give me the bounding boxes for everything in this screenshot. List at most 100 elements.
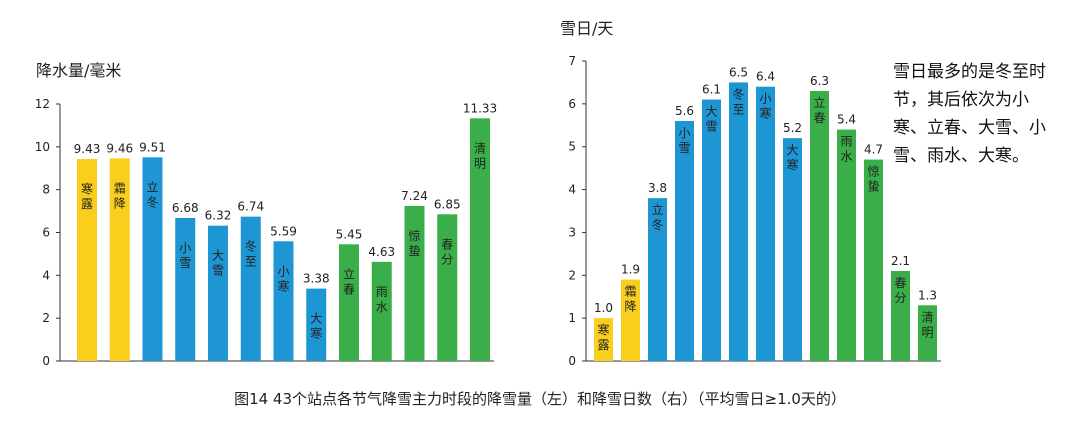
data-label: 7.24 [401, 189, 428, 203]
y-tick-label: 0 [42, 354, 50, 368]
bar [756, 86, 775, 361]
bar [783, 138, 802, 361]
category-label: 水 [840, 150, 852, 164]
category-label: 雪 [212, 264, 224, 278]
bar [437, 214, 458, 361]
category-label: 春 [894, 276, 906, 290]
bar [470, 118, 490, 361]
category-label: 至 [245, 255, 257, 269]
category-label: 雪 [678, 141, 690, 155]
category-label: 蛰 [408, 244, 420, 258]
bar [675, 121, 694, 361]
category-label: 寒 [310, 326, 322, 341]
y-tick-label: 4 [568, 183, 576, 197]
data-label: 3.38 [303, 272, 330, 286]
data-label: 4.63 [368, 245, 395, 259]
category-label: 分 [441, 252, 453, 266]
bar [918, 305, 937, 361]
data-label: 6.3 [810, 74, 829, 88]
data-label: 1.9 [621, 263, 640, 277]
category-label: 小 [179, 241, 191, 255]
category-label: 雨 [376, 285, 388, 299]
bar [240, 216, 261, 361]
data-label: 6.68 [172, 201, 199, 215]
category-label: 露 [597, 338, 609, 352]
y-tick-label: 6 [42, 226, 50, 240]
data-label: 6.1 [702, 83, 721, 97]
y-axis-label: 降水量/毫米 [36, 61, 121, 80]
category-label: 明 [474, 156, 486, 170]
data-label: 3.8 [648, 181, 667, 195]
bar [371, 261, 392, 361]
category-label: 霜 [114, 181, 126, 195]
data-label: 5.4 [837, 113, 856, 127]
bar [142, 157, 163, 361]
y-tick-label: 4 [42, 268, 50, 282]
category-label: 寒 [81, 181, 93, 196]
category-label: 雨 [840, 135, 852, 149]
data-label: 5.45 [336, 227, 363, 241]
category-label: 蛰 [867, 180, 879, 194]
category-label: 小 [759, 92, 771, 106]
y-tick-label: 5 [568, 140, 576, 154]
figure-caption: 图14 43个站点各节气降雪主力时段的降雪量（左）和降雪日数（右）（平均雪日≥1… [234, 390, 846, 408]
data-label: 9.46 [106, 141, 133, 155]
y-tick-label: 0 [568, 354, 576, 368]
bar [208, 225, 228, 361]
category-label: 冬 [651, 217, 663, 232]
category-label: 水 [376, 300, 388, 314]
data-label: 4.7 [864, 143, 883, 157]
category-label: 立 [146, 179, 158, 194]
y-tick-label: 12 [35, 97, 50, 111]
category-label: 大 [212, 249, 224, 263]
category-label: 春 [441, 237, 453, 251]
data-label: 6.32 [205, 209, 232, 223]
bar [837, 129, 856, 361]
category-label: 雪 [705, 120, 717, 134]
bar [594, 318, 613, 361]
data-label: 11.33 [463, 101, 497, 115]
bar [306, 288, 327, 361]
data-label: 5.2 [783, 121, 802, 135]
category-label: 立 [813, 95, 825, 110]
data-label: 1.0 [594, 301, 613, 315]
category-label: 分 [894, 291, 906, 305]
bar [109, 158, 130, 361]
category-label: 大 [310, 312, 322, 326]
data-label: 9.43 [74, 142, 101, 156]
bar [621, 279, 640, 361]
data-label: 6.5 [729, 65, 748, 79]
category-label: 大 [786, 143, 798, 157]
category-label: 寒 [759, 106, 771, 121]
category-label: 霜 [624, 285, 636, 299]
category-label: 雪 [179, 256, 191, 270]
y-tick-label: 8 [42, 183, 50, 197]
category-label: 降 [624, 300, 636, 314]
bar [339, 244, 359, 361]
category-label: 至 [732, 102, 744, 116]
category-label: 立 [651, 202, 663, 217]
category-label: 冬 [732, 86, 744, 101]
category-label: 清 [474, 141, 486, 155]
category-label: 寒 [786, 157, 798, 172]
data-label: 1.3 [918, 288, 937, 302]
data-label: 5.6 [675, 104, 694, 118]
category-label: 立 [343, 266, 355, 281]
bar [810, 91, 829, 361]
bar [864, 159, 883, 361]
category-label: 寒 [597, 322, 609, 337]
data-label: 6.85 [434, 197, 461, 211]
y-tick-label: 7 [568, 54, 576, 68]
category-label: 露 [81, 197, 93, 211]
category-label: 小 [678, 126, 690, 140]
chart-annotation: 雪日最多的是冬至时节，其后依次为小寒、立春、大雪、小雪、雨水、大寒。 [893, 62, 1046, 166]
y-tick-label: 3 [568, 225, 576, 239]
category-label: 冬 [146, 194, 158, 209]
category-label: 惊 [408, 228, 420, 243]
category-label: 春 [343, 282, 355, 296]
y-tick-label: 2 [568, 268, 576, 282]
y-axis-label: 雪日/天 [560, 19, 613, 38]
y-tick-label: 2 [42, 311, 50, 325]
category-label: 清 [921, 310, 933, 324]
category-label: 明 [921, 325, 933, 339]
